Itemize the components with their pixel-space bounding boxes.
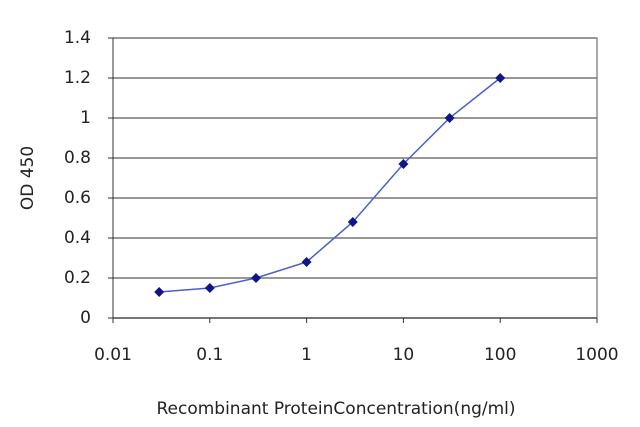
y-tick-label: 0.8: [64, 148, 91, 168]
x-tick-label: 1000: [575, 345, 618, 365]
y-tick-label: 1.4: [64, 28, 91, 48]
y-tick-label: 0.4: [64, 228, 91, 248]
y-tick-label: 0.2: [64, 268, 91, 288]
data-point: [398, 159, 409, 169]
x-tick-label: 10: [393, 345, 415, 365]
y-tick-label: 1: [80, 108, 91, 128]
x-tick-label: 100: [484, 345, 516, 365]
plot-frame: [112, 37, 598, 319]
data-point: [204, 283, 215, 293]
y-tick-label: 1.2: [64, 68, 91, 88]
y-axis-label: OD 450: [18, 146, 38, 210]
x-tick-label: 0.01: [94, 345, 132, 365]
x-tick-label: 0.1: [196, 345, 223, 365]
y-tick-label: 0: [80, 308, 91, 328]
data-point: [347, 217, 358, 227]
data-point: [301, 257, 312, 267]
x-axis-label: Recombinant ProteinConcentration(ng/ml): [156, 399, 515, 419]
data-line: [159, 77, 501, 293]
x-tick-label: 1: [301, 345, 312, 365]
data-point: [444, 113, 455, 123]
data-point: [495, 73, 506, 83]
data-point: [250, 273, 261, 283]
y-tick-label: 0.6: [64, 188, 91, 208]
data-point: [154, 287, 165, 297]
